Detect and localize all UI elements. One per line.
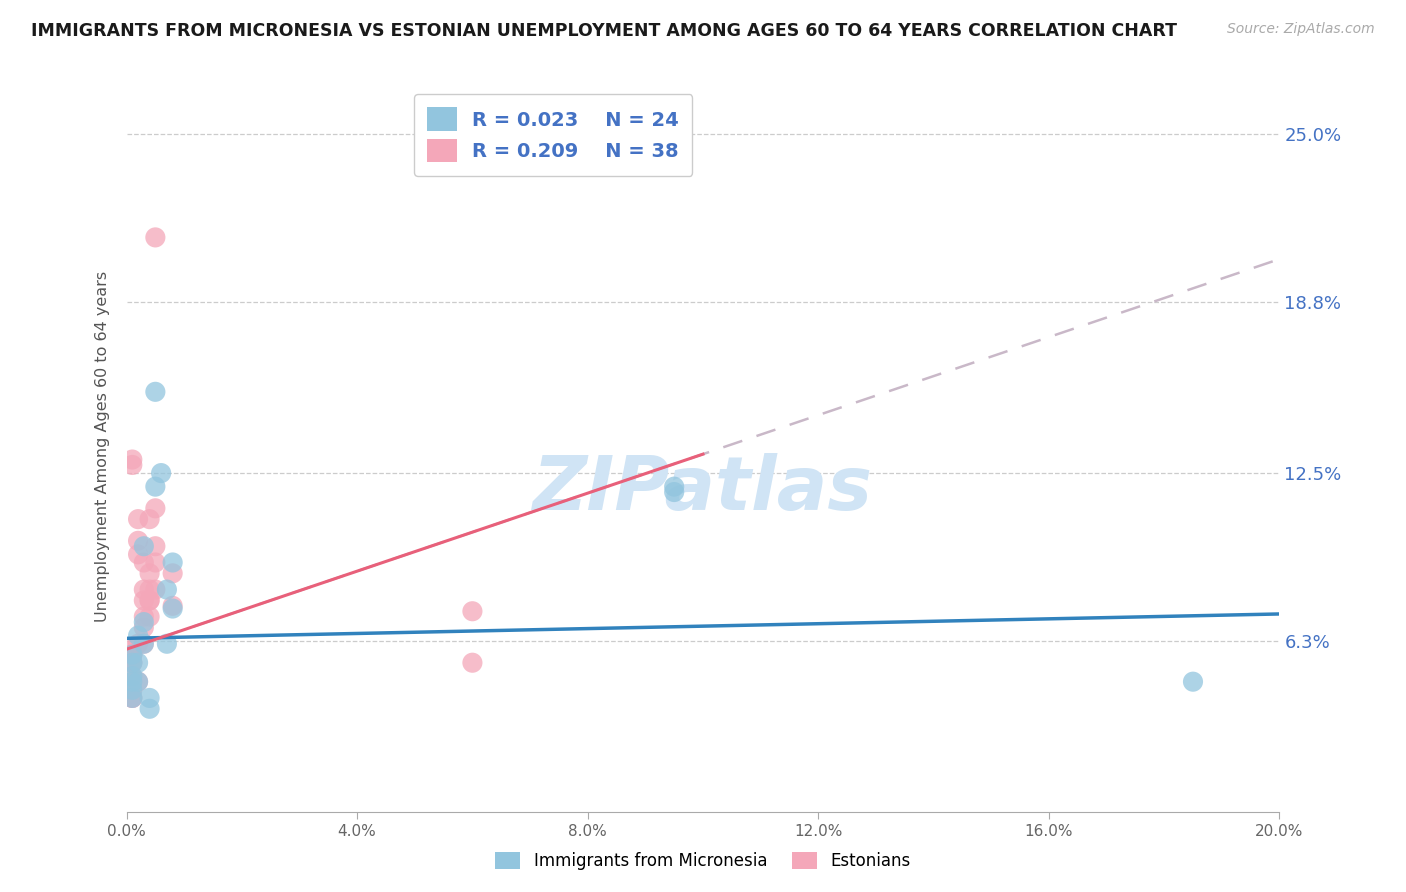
Point [145, 501, 166, 516]
Point [138, 593, 160, 607]
Point [127, 637, 149, 651]
Point [121, 690, 143, 705]
Point [121, 656, 143, 670]
Point [127, 533, 149, 548]
Point [162, 556, 184, 570]
Point [132, 637, 155, 651]
Point [127, 629, 149, 643]
Point [127, 512, 149, 526]
Point [121, 648, 143, 662]
Point [162, 566, 184, 581]
Point [138, 582, 160, 597]
Point [132, 582, 155, 597]
Point [127, 674, 149, 689]
Point [121, 458, 143, 472]
Point [1181, 674, 1204, 689]
Point [121, 674, 143, 689]
Point [145, 582, 166, 597]
Point [156, 582, 179, 597]
Legend: R = 0.023    N = 24, R = 0.209    N = 38: R = 0.023 N = 24, R = 0.209 N = 38 [413, 94, 693, 176]
Point [132, 637, 155, 651]
Point [121, 674, 143, 689]
Point [138, 609, 160, 624]
Point [121, 452, 143, 467]
Point [121, 656, 143, 670]
Point [132, 615, 155, 629]
Point [156, 637, 179, 651]
Point [121, 682, 143, 697]
Text: ZIPatlas: ZIPatlas [533, 453, 873, 526]
Point [121, 682, 143, 697]
Legend: Immigrants from Micronesia, Estonians: Immigrants from Micronesia, Estonians [489, 845, 917, 877]
Point [664, 480, 686, 494]
Point [664, 485, 686, 500]
Text: IMMIGRANTS FROM MICRONESIA VS ESTONIAN UNEMPLOYMENT AMONG AGES 60 TO 64 YEARS CO: IMMIGRANTS FROM MICRONESIA VS ESTONIAN U… [31, 22, 1177, 40]
Point [461, 604, 484, 618]
Point [138, 566, 160, 581]
Point [162, 599, 184, 613]
Point [145, 556, 166, 570]
Point [132, 539, 155, 553]
Point [162, 601, 184, 615]
Point [121, 669, 143, 683]
Point [127, 656, 149, 670]
Point [150, 466, 173, 480]
Point [145, 230, 166, 244]
Point [121, 690, 143, 705]
Point [127, 547, 149, 561]
Point [121, 648, 143, 662]
Point [121, 669, 143, 683]
Point [121, 690, 143, 705]
Point [138, 512, 160, 526]
Point [138, 702, 160, 716]
Point [138, 593, 160, 607]
Point [145, 480, 166, 494]
Point [138, 690, 160, 705]
Point [132, 593, 155, 607]
Point [132, 609, 155, 624]
Point [132, 556, 155, 570]
Point [121, 642, 143, 657]
Point [121, 656, 143, 670]
Point [145, 539, 166, 553]
Point [461, 656, 484, 670]
Y-axis label: Unemployment Among Ages 60 to 64 years: Unemployment Among Ages 60 to 64 years [94, 270, 110, 622]
Point [145, 384, 166, 399]
Text: Source: ZipAtlas.com: Source: ZipAtlas.com [1227, 22, 1375, 37]
Point [132, 620, 155, 634]
Point [127, 674, 149, 689]
Point [121, 648, 143, 662]
